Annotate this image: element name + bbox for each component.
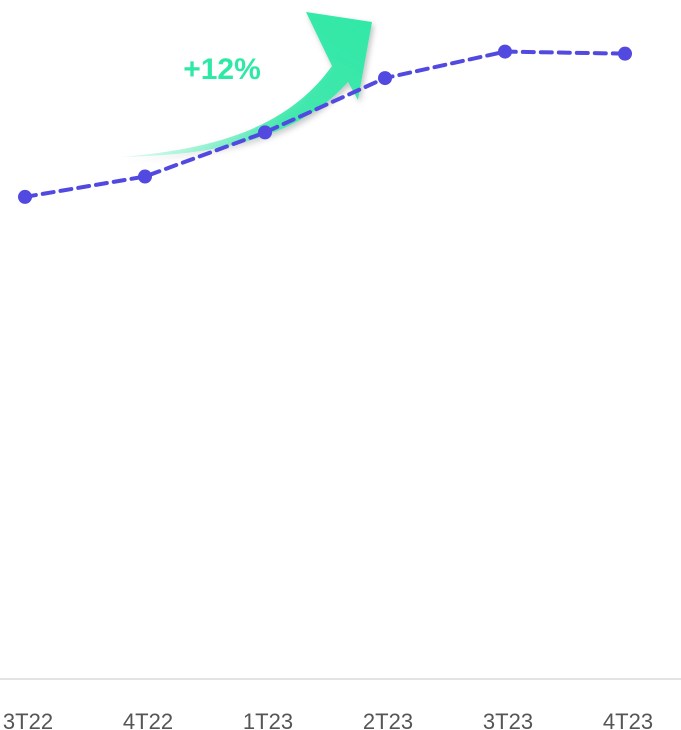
x-tick-label: 1T23 (243, 709, 293, 730)
x-tick-label: 4T22 (123, 709, 173, 730)
growth-label: +12% (183, 53, 261, 86)
curved-up-arrow-icon (120, 12, 372, 157)
x-tick-label: 4T23 (603, 709, 653, 730)
data-point-4T23 (618, 46, 632, 61)
series-line (23, 49, 627, 199)
data-point-2T23 (378, 71, 392, 86)
data-point-3T23 (498, 44, 512, 59)
series-layer (18, 44, 632, 204)
data-point-3T22 (18, 189, 32, 204)
data-point-4T22 (138, 169, 152, 184)
x-tick-labels: 3T22 4T22 1T23 2T23 3T23 4T23 (3, 709, 653, 730)
growth-annotation: +12% (120, 12, 372, 157)
x-tick-label: 3T22 (3, 709, 53, 730)
data-point-1T23 (258, 125, 272, 140)
x-tick-label: 3T23 (483, 709, 533, 730)
x-tick-label: 2T23 (363, 709, 413, 730)
